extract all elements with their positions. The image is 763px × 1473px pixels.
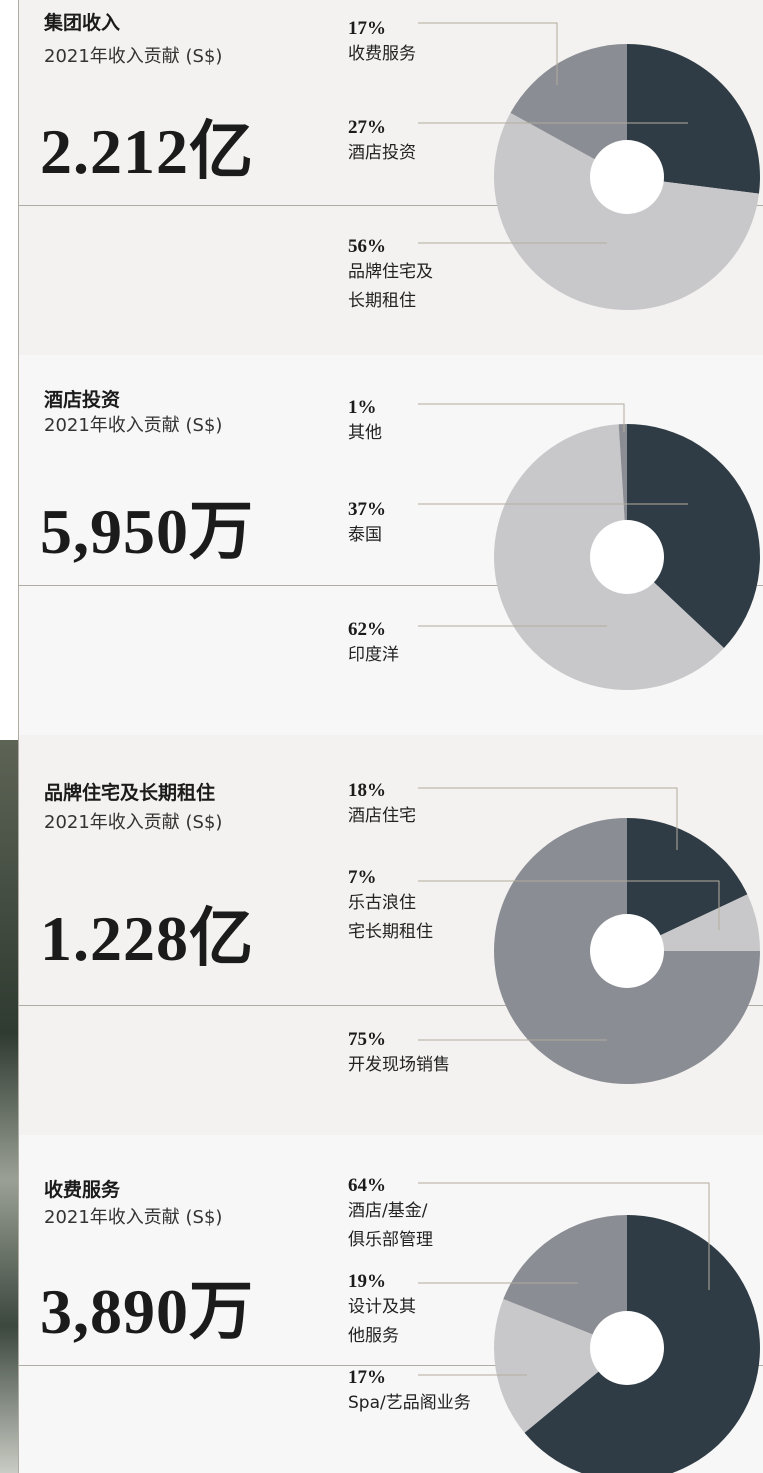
category-label: 其他 — [348, 419, 382, 448]
chart-title: 酒店投资 — [44, 385, 120, 412]
total: 3,890万 — [40, 1260, 254, 1352]
category-label: 收费服务 — [348, 40, 416, 69]
donut-hole — [590, 1311, 664, 1385]
donut-hole — [590, 140, 664, 214]
chart-title: 收费服务 — [44, 1175, 120, 1202]
value-label: 18% — [348, 780, 386, 802]
donut-hole — [590, 520, 664, 594]
category-label: 设计及其 他服务 — [348, 1293, 416, 1351]
donut-hole — [590, 914, 664, 988]
value-label: 56% — [348, 236, 386, 258]
chart-title: 集团收入 — [44, 8, 120, 35]
chart-subtitle: 2021年收入贡献 (S$) — [44, 808, 222, 834]
chart-subtitle: 2021年收入贡献 (S$) — [44, 1203, 222, 1229]
category-label: 酒店住宅 — [348, 802, 416, 831]
chart-subtitle: 2021年收入贡献 (S$) — [44, 411, 222, 437]
value-label: 17% — [348, 1367, 386, 1389]
category-label: 开发现场销售 — [348, 1051, 450, 1080]
category-label: Spa/艺品阁业务 — [348, 1389, 471, 1418]
value-label: 17% — [348, 18, 386, 40]
total: 5,950万 — [40, 480, 254, 572]
category-label: 酒店/基金/ 俱乐部管理 — [348, 1197, 433, 1255]
value-label: 27% — [348, 117, 386, 139]
leader-line — [418, 23, 557, 85]
page: (() => { const data = JSON.parse(documen… — [0, 0, 763, 1473]
value-label: 62% — [348, 619, 386, 641]
value-label: 1% — [348, 397, 377, 419]
chart-subtitle: 2021年收入贡献 (S$) — [44, 42, 222, 68]
value-label: 7% — [348, 867, 377, 889]
leader-line — [418, 404, 624, 432]
category-label: 泰国 — [348, 521, 382, 550]
category-label: 酒店投资 — [348, 139, 416, 168]
category-label: 品牌住宅及 长期租住 — [348, 258, 433, 316]
value-label: 64% — [348, 1175, 386, 1197]
value-label: 75% — [348, 1029, 386, 1051]
chart-title: 品牌住宅及长期租住 — [44, 778, 215, 805]
category-label: 乐古浪住 宅长期租住 — [348, 889, 433, 947]
category-label: 印度洋 — [348, 641, 399, 670]
total: 2.212亿 — [40, 100, 254, 192]
value-label: 19% — [348, 1271, 386, 1293]
value-label: 37% — [348, 499, 386, 521]
total: 1.228亿 — [40, 887, 254, 979]
